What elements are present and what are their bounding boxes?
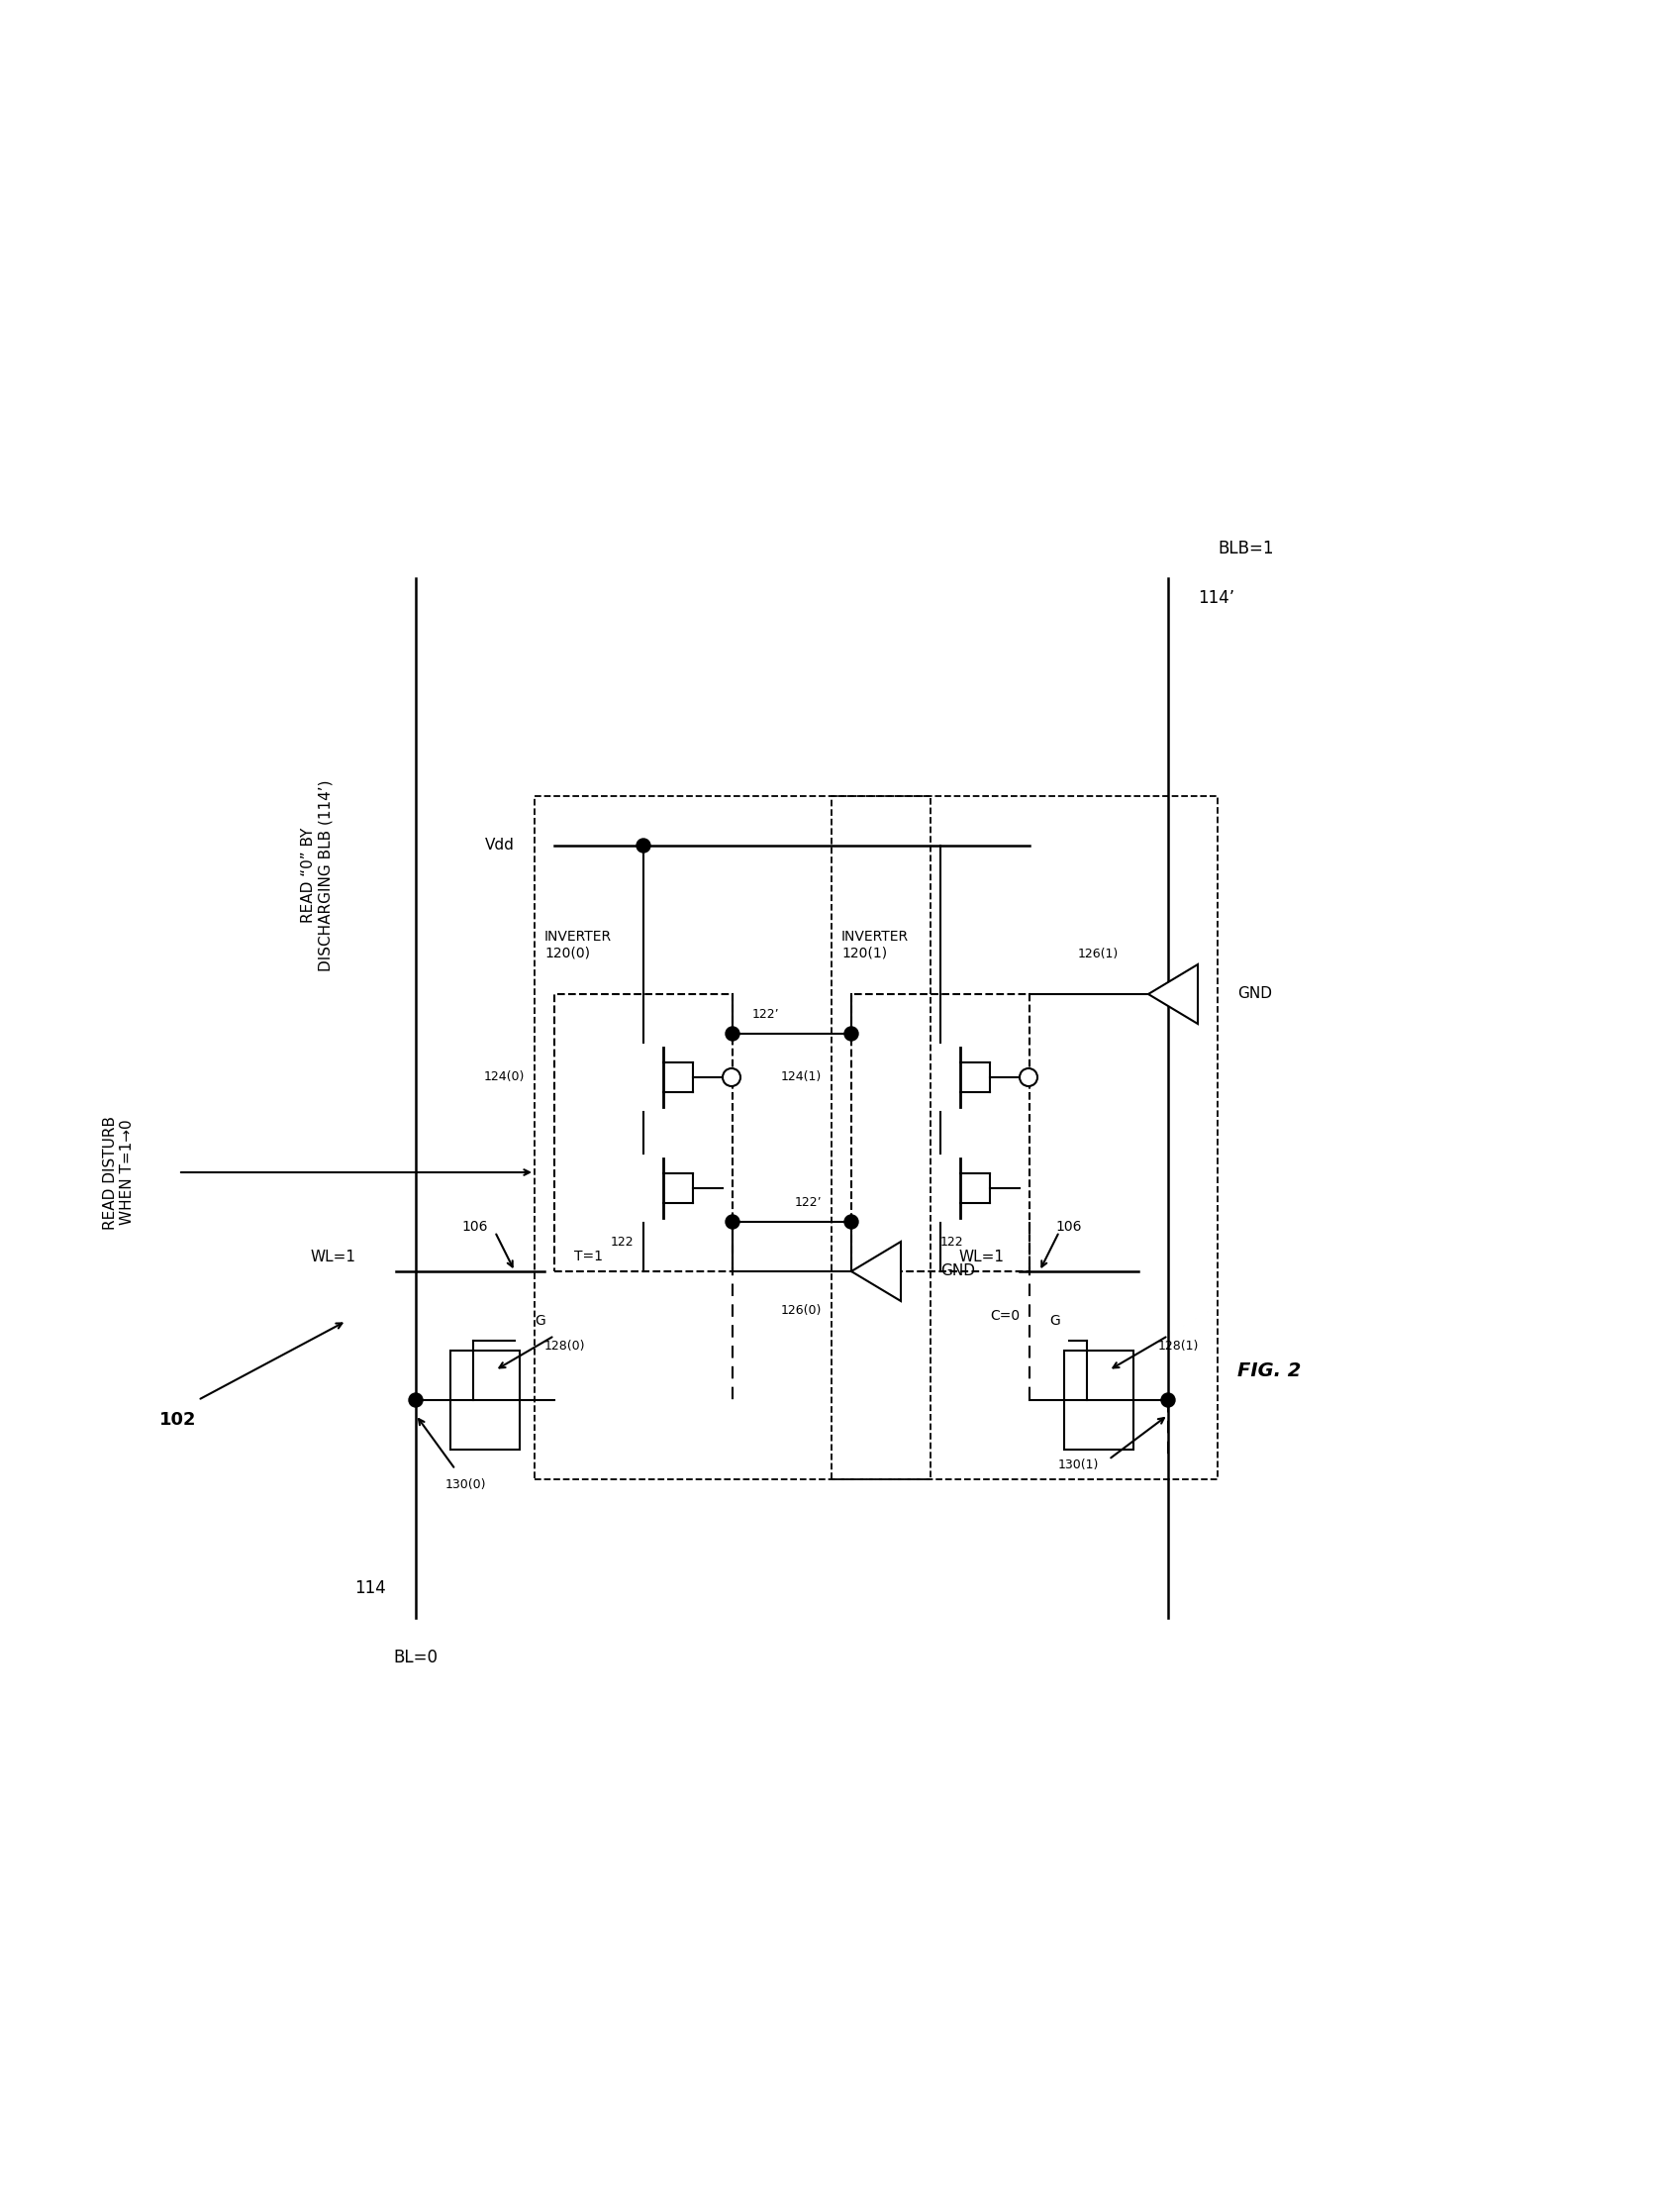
Circle shape	[408, 1394, 423, 1407]
Bar	[555, 993, 732, 1272]
Bar	[832, 796, 1217, 1480]
Text: 122’: 122’	[752, 1006, 780, 1020]
Text: C=0: C=0	[990, 1310, 1020, 1323]
Text: 106: 106	[1055, 1219, 1082, 1234]
Circle shape	[1162, 1394, 1175, 1407]
Text: G: G	[535, 1314, 545, 1327]
Text: BLB=1: BLB=1	[1217, 540, 1274, 557]
Text: FIG. 2: FIG. 2	[1237, 1360, 1302, 1380]
Text: G: G	[1049, 1314, 1060, 1327]
Text: 128(1): 128(1)	[1159, 1338, 1199, 1352]
Polygon shape	[1149, 964, 1199, 1024]
Circle shape	[845, 1026, 859, 1040]
Circle shape	[722, 1068, 740, 1086]
Circle shape	[845, 1214, 859, 1230]
Text: T=1: T=1	[573, 1250, 603, 1263]
Text: 130(0): 130(0)	[445, 1478, 487, 1491]
Text: 114’: 114’	[1199, 588, 1235, 606]
Circle shape	[637, 838, 650, 852]
Text: 122: 122	[940, 1234, 964, 1248]
Bar	[535, 796, 930, 1480]
Text: INVERTER
120(0): INVERTER 120(0)	[545, 929, 612, 960]
Text: 128(0): 128(0)	[545, 1338, 585, 1352]
Text: BL=0: BL=0	[393, 1648, 438, 1666]
Text: INVERTER
120(1): INVERTER 120(1)	[842, 929, 909, 960]
Text: 126(0): 126(0)	[780, 1305, 822, 1318]
Circle shape	[1020, 1068, 1037, 1086]
Text: 126(1): 126(1)	[1079, 949, 1119, 960]
Text: 106: 106	[462, 1219, 488, 1234]
Circle shape	[725, 1026, 740, 1040]
Text: 114: 114	[355, 1579, 387, 1597]
Text: 130(1): 130(1)	[1059, 1458, 1099, 1471]
Text: GND: GND	[940, 1263, 975, 1279]
Text: Vdd: Vdd	[485, 838, 515, 854]
Bar	[1064, 1352, 1134, 1449]
Text: 102: 102	[160, 1411, 197, 1429]
Bar	[852, 993, 1030, 1272]
Text: 122: 122	[610, 1234, 633, 1248]
Circle shape	[725, 1214, 740, 1230]
Bar	[450, 1352, 520, 1449]
Text: 122’: 122’	[793, 1197, 822, 1208]
Text: 124(0): 124(0)	[483, 1071, 525, 1084]
Text: GND: GND	[1237, 987, 1272, 1002]
Text: READ “0” BY
DISCHARGING BLB (114’): READ “0” BY DISCHARGING BLB (114’)	[300, 779, 333, 971]
Text: 124(1): 124(1)	[780, 1071, 822, 1084]
Text: READ DISTURB
WHEN T=1→0: READ DISTURB WHEN T=1→0	[103, 1115, 135, 1230]
Polygon shape	[852, 1241, 900, 1301]
Text: WL=1: WL=1	[310, 1250, 357, 1263]
Text: WL=1: WL=1	[959, 1250, 1005, 1263]
